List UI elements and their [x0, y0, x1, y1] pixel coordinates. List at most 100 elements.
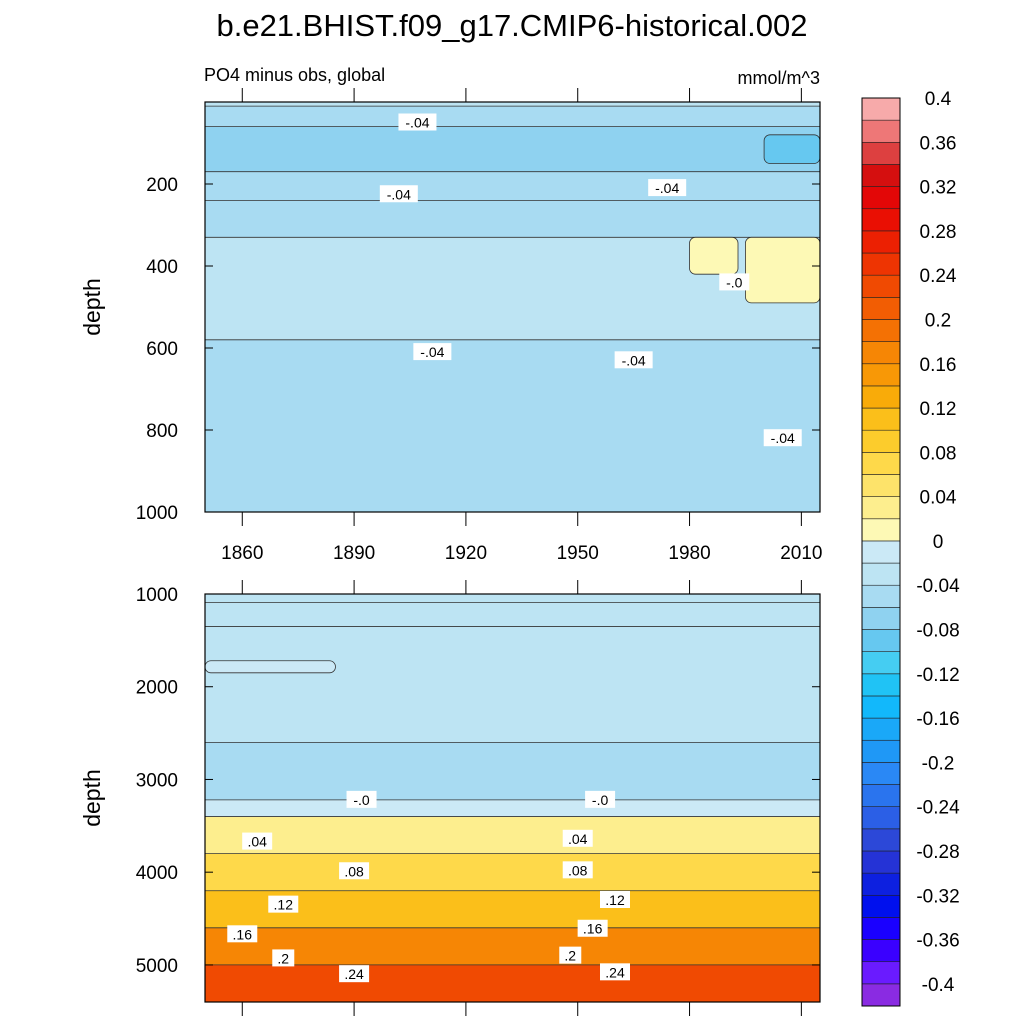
- colorbar-swatch: [861, 540, 901, 564]
- x-tick-label: 1860: [221, 543, 263, 564]
- colorbar-swatch: [861, 474, 901, 497]
- colorbar-label: -0.08: [916, 621, 959, 642]
- contour-label: -.04: [655, 180, 679, 196]
- colorbar-frame: [861, 97, 901, 1007]
- contour-label-box: [719, 273, 750, 291]
- contour-label-box: [339, 862, 370, 880]
- y-tick-label: 1000: [136, 585, 178, 606]
- colorbar-label: -0.36: [916, 931, 959, 952]
- contour-label: -.04: [420, 344, 444, 360]
- contour-label-box: [268, 895, 299, 913]
- colorbar-label: 0.04: [920, 488, 957, 509]
- x-tick-label: 1980: [668, 543, 710, 564]
- colorbar-swatch: [861, 806, 901, 830]
- contour-label-box: [562, 829, 593, 847]
- data-band: [205, 742, 820, 800]
- colorbar-swatch: [861, 141, 901, 165]
- data-band: [205, 339, 820, 512]
- data-patch: [745, 236, 821, 304]
- colorbar-swatch: [861, 894, 901, 918]
- colorbar-label: -0.04: [916, 576, 960, 597]
- colorbar-swatch: [861, 872, 901, 896]
- colorbar-label: 0.16: [920, 355, 957, 376]
- colorbar-label: -0.24: [916, 798, 960, 819]
- y-axis-label: depth: [79, 769, 105, 827]
- colorbar: -0.4 -0.36 -0.32 -0.28 -0.24 -0.2 -0.16 -0.12 -0…: [861, 89, 960, 1007]
- contour-label: .24: [605, 964, 625, 980]
- contour-label-box: [379, 185, 418, 203]
- colorbar-swatch: [861, 828, 901, 852]
- colorbar-swatch: [861, 562, 901, 586]
- colorbar-swatch: [861, 363, 901, 387]
- colorbar-label: -0.12: [916, 665, 959, 686]
- colorbar-label: 0.32: [920, 178, 957, 199]
- contour-label: .12: [605, 892, 625, 908]
- colorbar-swatch: [861, 518, 901, 542]
- colorbar-swatch: [861, 629, 901, 652]
- data-patch: [763, 134, 821, 164]
- colorbar-swatch: [861, 961, 901, 985]
- contour-label-box: [398, 113, 437, 131]
- y-tick-label: 1000: [136, 503, 178, 524]
- y-axis-label: depth: [79, 278, 105, 336]
- colorbar-swatch: [861, 119, 901, 143]
- colorbar-swatch: [861, 385, 901, 409]
- contour-label: .16: [233, 926, 253, 942]
- contour-label-box: [600, 891, 630, 908]
- x-tick-label: 1890: [333, 543, 375, 564]
- x-tick-label: 1950: [557, 543, 599, 564]
- colorbar-label: -0.4: [922, 975, 955, 996]
- contour-label-box: [763, 429, 802, 447]
- data-band: [205, 102, 820, 107]
- contour-label: .04: [247, 834, 267, 850]
- colorbar-swatch: [861, 607, 901, 630]
- colorbar-label: -0.16: [916, 709, 959, 730]
- colorbar-swatch: [861, 297, 901, 320]
- chart-title: b.e21.BHIST.f09_g17.CMIP6-historical.002: [216, 8, 807, 43]
- contour-label: .2: [277, 950, 289, 966]
- contour-label-box: [577, 919, 608, 937]
- data-band: [205, 890, 820, 928]
- contour-label-box: [648, 179, 687, 197]
- colorbar-swatch: [861, 917, 901, 940]
- colorbar-label: 0: [933, 532, 944, 553]
- colorbar-swatch: [861, 407, 901, 431]
- colorbar-label: 0.4: [925, 89, 952, 110]
- contour-label: .16: [583, 921, 603, 937]
- data-band: [205, 106, 820, 127]
- colorbar-label: -0.28: [916, 842, 959, 863]
- y-tick-label: 400: [146, 257, 178, 278]
- data-band: [205, 927, 820, 965]
- colorbar-swatch: [861, 850, 901, 874]
- data-band: [205, 964, 820, 1002]
- contour-label: .08: [568, 862, 588, 878]
- plot-frame: [204, 101, 821, 513]
- data-band: [205, 816, 820, 854]
- data-band: [205, 602, 820, 627]
- colorbar-swatch: [861, 341, 901, 365]
- data-band: [205, 126, 820, 172]
- colorbar-swatch: [861, 274, 901, 298]
- colorbar-label: -0.32: [916, 886, 959, 907]
- colorbar-label: 0.12: [920, 399, 957, 420]
- contour-label: .04: [568, 831, 588, 847]
- colorbar-swatch: [861, 717, 901, 741]
- data-band: [205, 171, 820, 201]
- contour-label: .2: [564, 948, 576, 964]
- colorbar-swatch: [861, 695, 901, 719]
- y-tick-label: 600: [146, 339, 178, 360]
- data-patch: [689, 236, 739, 275]
- data-band: [205, 200, 820, 238]
- colorbar-label: 0.2: [925, 310, 951, 331]
- contour-label-box: [227, 925, 258, 943]
- y-tick-label: 3000: [136, 770, 178, 791]
- colorbar-label: 0.24: [920, 266, 957, 287]
- colorbar-swatch: [861, 452, 901, 475]
- data-band: [205, 594, 820, 603]
- colorbar-swatch: [861, 164, 901, 187]
- contour-label: -.0: [726, 274, 743, 290]
- colorbar-swatch: [861, 319, 901, 342]
- data-patch: [204, 660, 336, 674]
- colorbar-swatch: [861, 983, 901, 1007]
- colorbar-swatch: [861, 97, 901, 121]
